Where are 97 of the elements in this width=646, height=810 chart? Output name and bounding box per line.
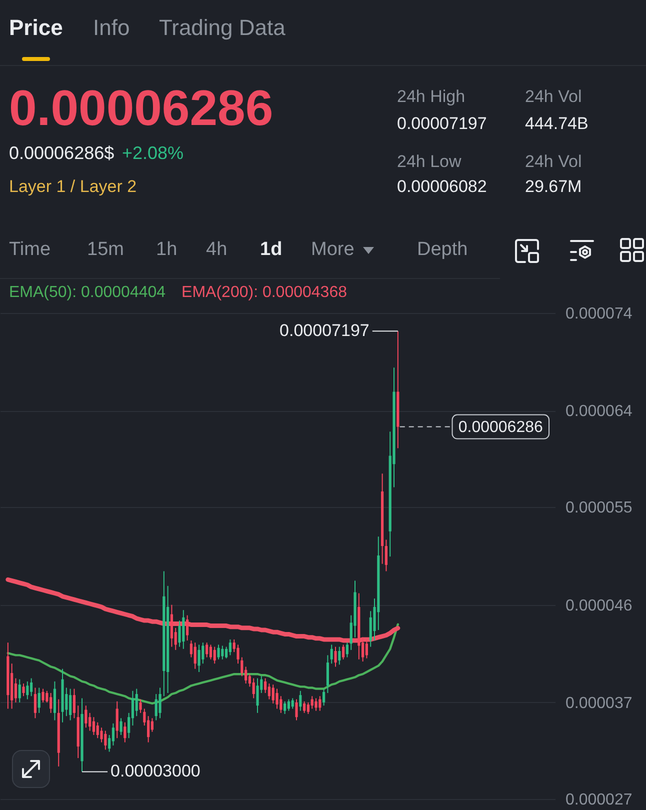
candlestick (120, 718, 122, 736)
text: EMA(50): 0.00004404 (9, 284, 166, 301)
text: 0.00006286 (458, 418, 544, 436)
candlestick (291, 698, 294, 710)
candlestick (306, 702, 310, 714)
candlestick (209, 644, 212, 660)
candlestick (22, 683, 25, 697)
text: Time (9, 239, 51, 260)
candlestick (42, 688, 44, 703)
y-tick-label: 0.000055 (566, 500, 632, 517)
candlestick (116, 700, 118, 739)
candlestick (178, 620, 181, 648)
text: Info (93, 15, 130, 40)
candlestick (100, 727, 103, 743)
text: Depth (417, 239, 468, 260)
candlestick (326, 654, 330, 694)
candlestick (30, 678, 33, 697)
candlestick (256, 678, 259, 714)
candlestick (18, 678, 21, 703)
y-tick-label: 0.000064 (566, 403, 632, 420)
candlestick (299, 690, 302, 712)
candlestick (217, 644, 220, 660)
candlestick (322, 688, 326, 706)
annotation: 0.00007197 (280, 321, 370, 340)
candlestick (318, 696, 322, 712)
candlestick (369, 610, 372, 648)
candlestick (287, 698, 290, 712)
candlestick (124, 722, 126, 743)
candlestick (84, 705, 88, 728)
text: 24h Vol (525, 152, 582, 171)
text: 0.00007197 (397, 114, 487, 133)
text: 4h (206, 239, 228, 260)
candlestick (334, 646, 337, 668)
candlestick (276, 688, 278, 710)
candlestick (295, 698, 298, 721)
candlestick (26, 680, 29, 700)
text: 24h Vol (525, 87, 582, 106)
y-tick-label: 0.000074 (566, 306, 632, 322)
candlestick (135, 688, 138, 717)
candlestick (221, 645, 224, 660)
text: 0.00006286 (9, 80, 274, 136)
candlestick (34, 687, 37, 719)
candlestick (264, 678, 267, 694)
text: 1d (260, 239, 282, 260)
candlestick (50, 692, 52, 714)
candlestick (310, 696, 314, 710)
y-tick-label: 0.000037 (566, 694, 632, 712)
candlestick (154, 694, 158, 721)
candlestick (314, 698, 318, 712)
text: Price (9, 15, 63, 40)
candlestick (198, 644, 200, 672)
candlestick (213, 646, 216, 664)
candlestick (206, 642, 208, 658)
candlestick (112, 722, 115, 746)
candlestick (147, 716, 150, 743)
candlestick (240, 656, 244, 677)
text: 24h High (397, 87, 466, 106)
candlestick (88, 712, 92, 732)
text: 0.00006286$ (9, 143, 114, 163)
candlestick (72, 688, 76, 719)
candlestick (225, 646, 228, 659)
text: +2.08% (122, 143, 184, 163)
text: EMA(200): 0.00004368 (182, 284, 347, 301)
text: 0.00006082 (397, 177, 487, 196)
candlestick (228, 638, 232, 656)
candlestick (252, 678, 255, 699)
candlestick (384, 539, 388, 572)
candlestick (346, 642, 349, 658)
candlestick (236, 644, 240, 664)
candlestick (38, 687, 40, 714)
text: 1h (156, 239, 178, 260)
text: Layer 1 / Layer 2 (9, 177, 137, 196)
candlestick (280, 696, 282, 714)
candlestick (272, 684, 274, 704)
candlestick (330, 644, 333, 664)
text: 444.74B (525, 114, 588, 133)
candlestick (342, 644, 345, 660)
candlestick (104, 730, 107, 750)
candlestick (96, 722, 99, 739)
y-tick-label: 0.000046 (566, 597, 632, 614)
text: More (311, 239, 354, 260)
candlestick (268, 683, 271, 700)
candlestick (303, 700, 306, 714)
candlestick (139, 698, 142, 714)
candlestick (194, 642, 196, 670)
candlestick (284, 700, 286, 714)
text: 24h Low (397, 152, 462, 171)
annotation: 0.00003000 (110, 762, 200, 781)
text: 29.67M (525, 177, 582, 196)
candlestick (92, 716, 96, 736)
text: 15m (87, 239, 124, 260)
y-tick-label: 0.000027 (566, 792, 632, 808)
candlestick (69, 688, 72, 721)
text: Trading Data (159, 15, 286, 40)
candlestick (202, 642, 204, 664)
candlestick (158, 687, 162, 719)
candlestick (338, 646, 341, 666)
